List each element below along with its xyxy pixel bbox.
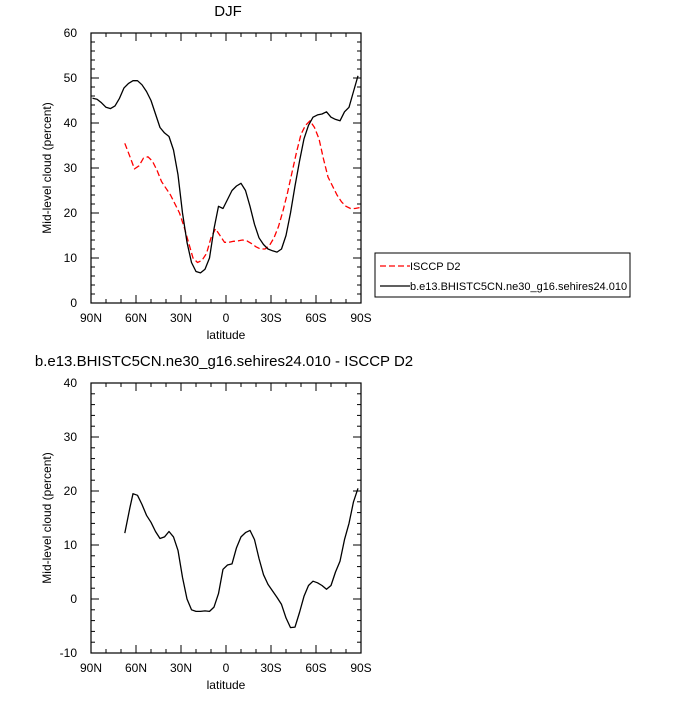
x-axis-label: latitude (207, 328, 246, 342)
legend-box (374, 252, 631, 298)
y-tick-label: 20 (64, 484, 78, 498)
series-line-1 (124, 120, 360, 264)
y-tick-label: 20 (64, 206, 78, 220)
x-tick-label: 0 (223, 311, 230, 325)
x-tick-label: 30S (260, 311, 281, 325)
y-tick-label: 30 (64, 161, 78, 175)
x-tick-label: 60S (305, 311, 326, 325)
y-tick-label: 10 (64, 538, 78, 552)
x-tick-label: 30N (170, 661, 192, 675)
y-tick-label: 60 (64, 26, 78, 40)
legend-label: ISCCP D2 (410, 261, 461, 273)
y-tick-label: 30 (64, 430, 78, 444)
y-tick-label: -10 (60, 646, 78, 660)
series-line-2 (92, 75, 359, 274)
chart-title: DJF (214, 3, 242, 20)
x-axis-label: latitude (207, 678, 246, 692)
chart-title: b.e13.BHISTC5CN.ne30_g16.sehires24.010 -… (35, 353, 413, 370)
x-tick-label: 90N (80, 311, 102, 325)
y-tick-label: 40 (64, 116, 78, 130)
y-axis-label: Mid-level cloud (percent) (40, 102, 54, 233)
legend-label: b.e13.BHISTC5CN.ne30_g16.sehires24.010 (410, 281, 627, 293)
x-tick-label: 60N (125, 311, 147, 325)
x-tick-label: 90N (80, 661, 102, 675)
x-tick-label: 60N (125, 661, 147, 675)
x-tick-label: 30N (170, 311, 192, 325)
x-tick-label: 30S (260, 661, 281, 675)
y-tick-label: 0 (70, 296, 77, 310)
y-tick-label: 50 (64, 71, 78, 85)
x-tick-label: 0 (223, 661, 230, 675)
plot-frame (90, 32, 362, 304)
plot-frame (90, 382, 362, 654)
y-tick-label: 40 (64, 376, 78, 390)
x-tick-label: 60S (305, 661, 326, 675)
chart-1 (90, 32, 631, 304)
y-tick-label: 0 (70, 592, 77, 606)
y-tick-label: 10 (64, 251, 78, 265)
y-axis-label: Mid-level cloud (percent) (40, 452, 54, 583)
x-tick-label: 90S (350, 311, 371, 325)
chart-2 (90, 382, 362, 654)
series-line-1 (124, 488, 359, 629)
x-tick-label: 90S (350, 661, 371, 675)
